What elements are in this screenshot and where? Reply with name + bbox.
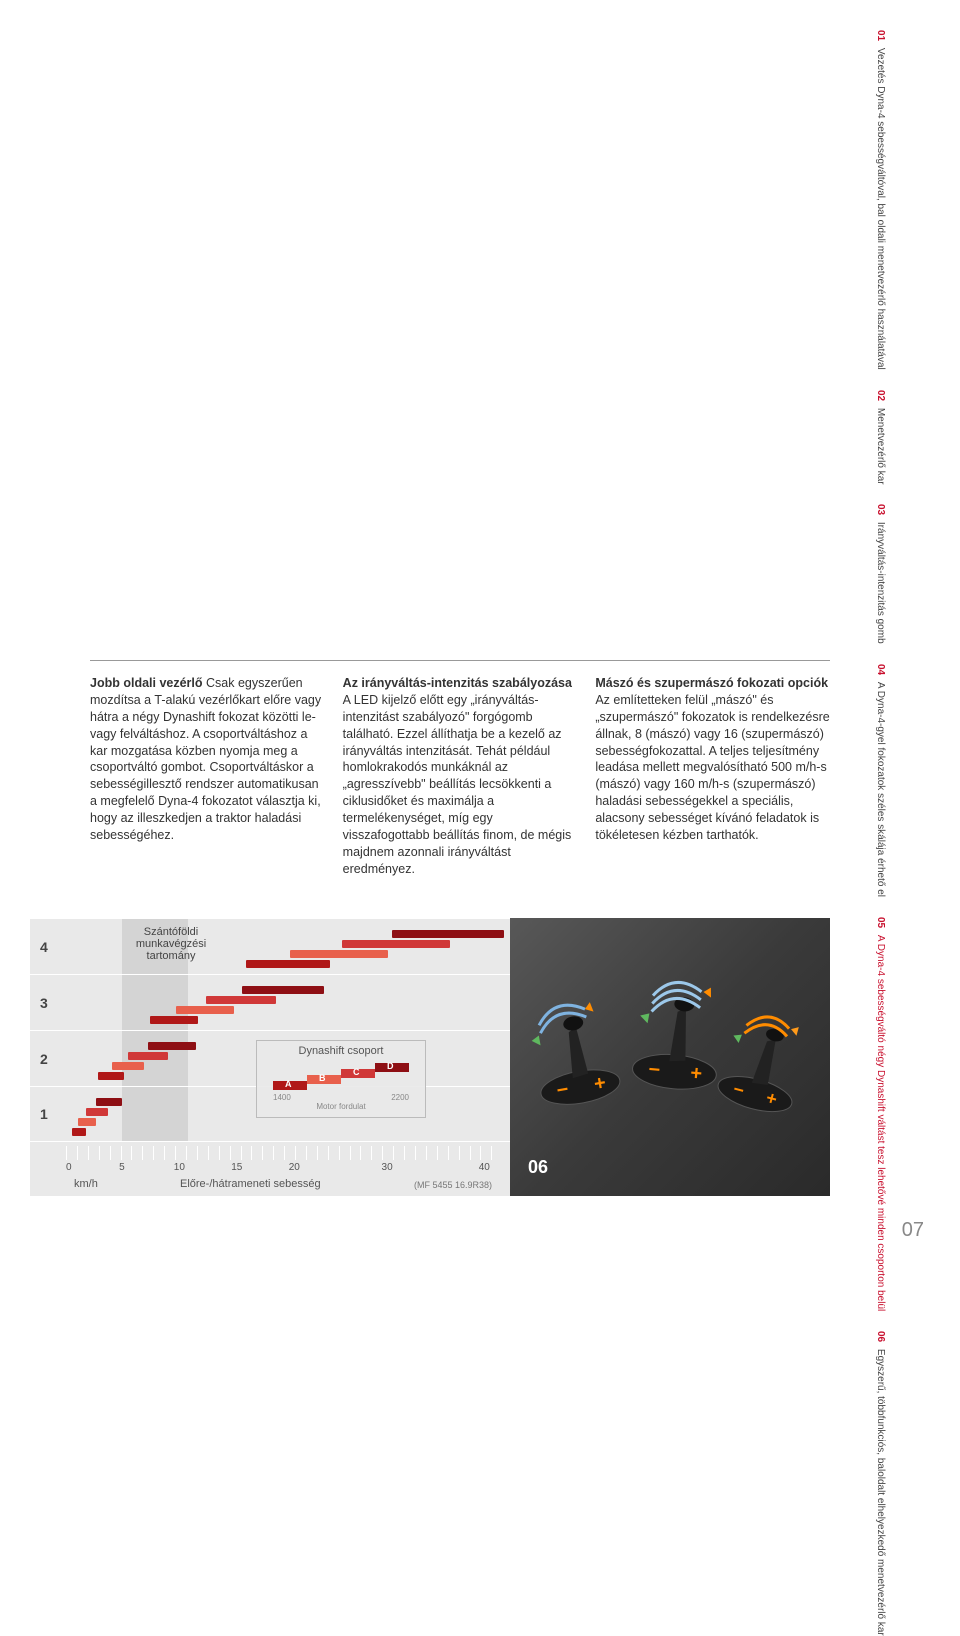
svg-text:+: + xyxy=(689,1062,703,1085)
chart-note: (MF 5455 16.9R38) xyxy=(414,1180,492,1190)
bar-g4-B xyxy=(290,950,388,958)
bar-g2-B xyxy=(112,1062,144,1070)
bar-g1-D xyxy=(96,1098,122,1106)
tab-02: 02 Menetvezérlő kar xyxy=(874,390,887,485)
legend-rpm-label: Motor fordulat xyxy=(257,1102,425,1113)
unit-label: km/h xyxy=(74,1178,98,1190)
col-2: Az irányváltás-intenzitás szabályozása A… xyxy=(343,675,578,878)
col-2-title: Az irányváltás-intenzitás szabályozása xyxy=(343,676,572,690)
side-tabs: 01 Vezetés Dyna-4 sebességváltóval, bal … xyxy=(874,30,932,950)
speed-chart: Szántóföldi munkavégzési tartomány 4 3 2… xyxy=(30,918,510,1196)
bar-g3-A xyxy=(150,1016,198,1024)
bar-g2-C xyxy=(128,1052,168,1060)
text-columns: Jobb oldali vezérlő Csak egyszerűen mozd… xyxy=(90,660,830,878)
legend-title: Dynashift csoport xyxy=(257,1041,425,1061)
legend-bars: A B C D xyxy=(257,1061,425,1093)
photo-06: − + − + − + xyxy=(510,918,830,1196)
tab-03: 03 Irányváltás-intenzitás gomb xyxy=(874,504,887,644)
bar-g1-C xyxy=(86,1108,108,1116)
legend-box: Dynashift csoport A B C D 1400 2200 Moto… xyxy=(256,1040,426,1118)
col-3-title: Mászó és szupermászó fokozati opciók xyxy=(595,676,828,690)
col-1-title: Jobb oldali vezérlő xyxy=(90,676,203,690)
bar-g3-B xyxy=(176,1006,234,1014)
bar-g2-A xyxy=(98,1072,124,1080)
tab-01: 01 Vezetés Dyna-4 sebességváltóval, bal … xyxy=(874,30,887,370)
bar-g4-D xyxy=(392,930,504,938)
bar-g1-B xyxy=(78,1118,96,1126)
photo-num: 06 xyxy=(528,1157,548,1178)
xaxis-title: Előre-/hátrameneti sebesség xyxy=(180,1178,321,1190)
bar-g4-C xyxy=(342,940,450,948)
col-1-body: Csak egyszerűen mozdítsa a T-alakú vezér… xyxy=(90,676,321,842)
col-3: Mászó és szupermászó fokozati opciók Az … xyxy=(595,675,830,878)
col-1: Jobb oldali vezérlő Csak egyszerűen mozd… xyxy=(90,675,325,878)
axis-labels: 0 5 10 15 20 30 40 xyxy=(60,1162,502,1174)
bar-g1-A xyxy=(72,1128,86,1136)
axis-ticks xyxy=(66,1146,502,1160)
col-3-body: Az említetteken felül „mászó" és „szuper… xyxy=(595,693,829,842)
lever-graphic: − + − + − + xyxy=(510,918,830,1196)
svg-text:−: − xyxy=(648,1059,662,1082)
page-number: 07 xyxy=(902,1219,924,1242)
field-label: Szántóföldi munkavégzési tartomány xyxy=(128,926,214,962)
legend-rpm: 1400 2200 xyxy=(257,1093,425,1102)
tab-05: 05 A Dyna-4 sebességváltó négy Dynashift… xyxy=(874,917,887,1311)
bar-g3-D xyxy=(242,986,324,994)
bar-g4-A xyxy=(246,960,330,968)
bar-g3-C xyxy=(206,996,276,1004)
tab-04: 04 A Dyna-4-gyel fokozatok széles skáláj… xyxy=(874,664,887,897)
tab-06: 06 Egyszerű, többfunkciós, baloldalt elh… xyxy=(874,1331,887,1636)
col-2-body: A LED kijelző előtt egy „irányváltás-int… xyxy=(343,693,572,876)
bar-g2-D xyxy=(148,1042,196,1050)
